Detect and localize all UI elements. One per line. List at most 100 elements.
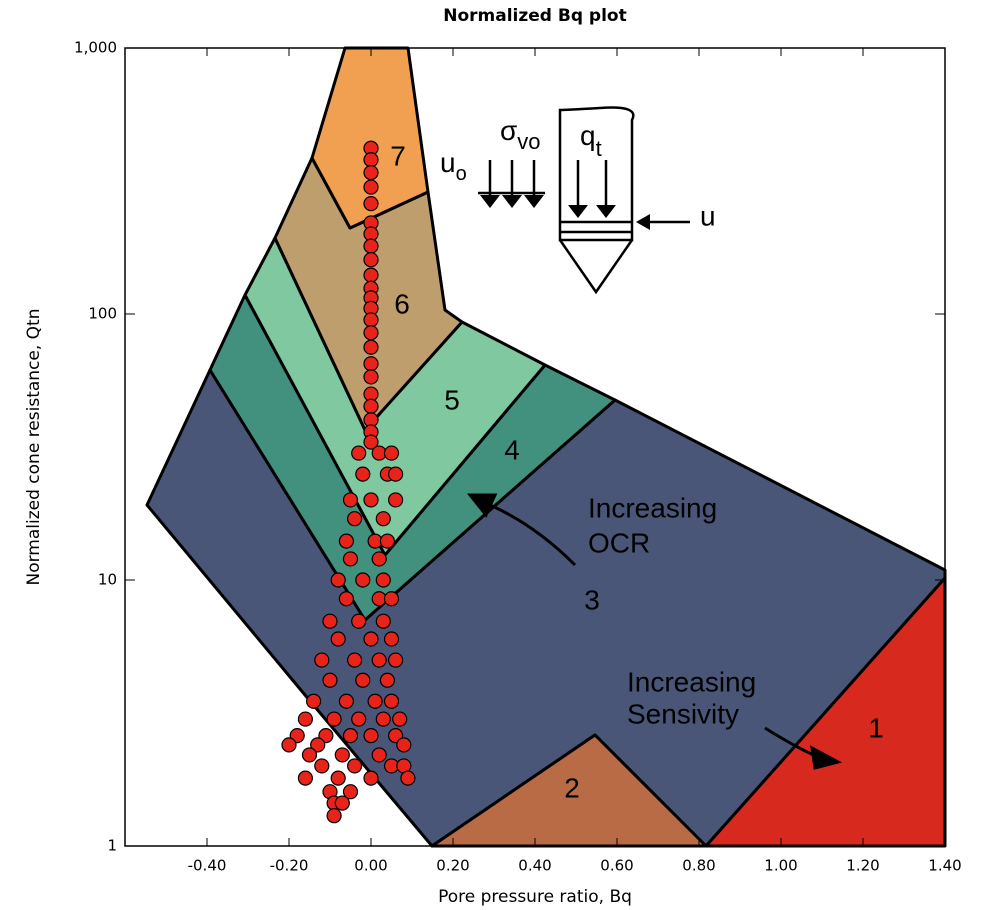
point <box>363 196 379 212</box>
symbol: q <box>580 120 596 151</box>
point <box>371 551 387 567</box>
point <box>310 737 326 753</box>
point <box>383 631 400 647</box>
chart-title: Normalized Bq plot <box>443 6 627 26</box>
x-tick-label: 1.20 <box>846 857 879 875</box>
point <box>347 758 363 774</box>
point <box>363 770 379 786</box>
point <box>301 747 318 763</box>
point <box>388 652 404 668</box>
x-tick-label: 1.40 <box>928 857 961 875</box>
point <box>314 758 330 774</box>
annotation: Increasing <box>588 492 717 523</box>
x-tick-label: 0.00 <box>354 857 387 875</box>
point <box>383 591 400 607</box>
y-tick-label: 100 <box>88 305 117 323</box>
symbol: σ <box>500 115 517 146</box>
point <box>297 711 313 727</box>
point <box>388 492 404 508</box>
point <box>363 179 379 195</box>
zone-label: 1 <box>868 712 884 743</box>
point <box>342 551 359 567</box>
point <box>367 693 383 709</box>
point <box>281 737 297 753</box>
point <box>363 325 379 341</box>
point <box>338 533 354 549</box>
point <box>330 631 346 647</box>
point <box>347 511 363 527</box>
point <box>363 434 379 450</box>
point <box>363 152 379 168</box>
point <box>363 398 379 414</box>
point <box>363 267 379 283</box>
arrowhead <box>502 195 522 208</box>
point <box>322 613 338 629</box>
zones <box>145 46 947 848</box>
point <box>363 165 379 181</box>
point <box>379 672 395 688</box>
point <box>314 652 330 668</box>
zone-label: 2 <box>564 772 580 803</box>
point <box>297 770 313 786</box>
annotations: 7 6 5 4 3 2 1 Increasing OCR Increasing … <box>390 115 884 803</box>
y-tick-label: 1,000 <box>74 39 117 57</box>
x-tick-label: 0.40 <box>518 857 551 875</box>
point <box>355 572 371 588</box>
point <box>383 693 400 709</box>
arrowhead <box>596 205 616 218</box>
annotation: Sensivity <box>627 698 739 729</box>
annotation: uo <box>440 147 467 185</box>
annotation: Increasing <box>627 666 756 697</box>
point <box>338 693 354 709</box>
cone-tip <box>558 239 634 295</box>
point <box>351 711 367 727</box>
x-tick-label: -0.40 <box>188 857 227 875</box>
arrowhead <box>636 214 650 230</box>
arrowhead <box>480 195 500 208</box>
point <box>375 613 391 629</box>
y-axis-label: Normalized cone resistance, Qtn <box>24 309 44 586</box>
cone-body <box>558 106 635 242</box>
point <box>351 445 367 461</box>
point <box>326 711 342 727</box>
zone-label: 6 <box>394 288 410 319</box>
point <box>363 631 379 647</box>
point <box>392 711 408 727</box>
point <box>330 770 346 786</box>
annotation: σvo <box>500 115 541 153</box>
point <box>351 613 367 629</box>
x-tick-label: 0.80 <box>682 857 715 875</box>
annotation: OCR <box>588 527 650 558</box>
point <box>379 533 395 549</box>
point <box>342 728 359 744</box>
point <box>388 466 404 482</box>
point <box>342 492 359 508</box>
point <box>371 747 387 763</box>
arrowhead <box>568 205 588 218</box>
point <box>334 747 350 763</box>
point <box>400 770 416 786</box>
point <box>363 312 379 328</box>
point <box>355 672 371 688</box>
zone-label: 7 <box>390 140 406 171</box>
arrowhead <box>466 493 498 518</box>
point <box>322 672 338 688</box>
point <box>355 466 371 482</box>
point <box>383 445 400 461</box>
point <box>363 238 379 254</box>
point <box>306 693 322 709</box>
point <box>375 572 391 588</box>
point <box>375 711 391 727</box>
x-tick-label: 0.60 <box>600 857 633 875</box>
arrows <box>466 493 843 770</box>
symbol: u <box>440 147 456 178</box>
y-tick-label: 1 <box>107 837 117 855</box>
point <box>363 369 379 385</box>
zone-label: 3 <box>584 584 600 615</box>
x-tick-label: 0.20 <box>436 857 469 875</box>
x-axis-label: Pore pressure ratio, Bq <box>438 887 632 907</box>
annotation: qt <box>580 120 602 160</box>
y-tick-label: 10 <box>98 571 117 589</box>
point <box>363 252 379 268</box>
